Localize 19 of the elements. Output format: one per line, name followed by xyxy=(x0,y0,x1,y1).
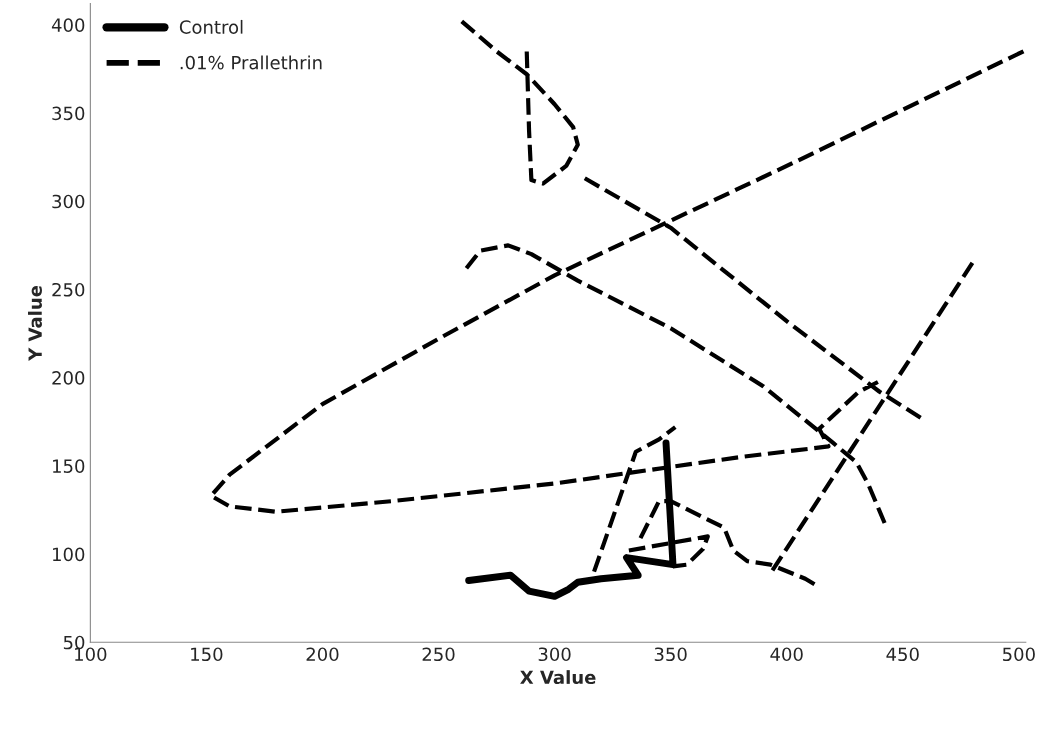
y-tick-label: 100 xyxy=(53,547,85,562)
y-tick-label: 400 xyxy=(51,18,85,32)
y-tick-label: 200 xyxy=(52,371,85,385)
legend-label: .01% Prallethrin xyxy=(180,55,322,70)
x-tick-label: 450 xyxy=(886,647,919,662)
x-tick-label: 200 xyxy=(306,647,339,662)
x-tick-label: 500 xyxy=(1002,647,1035,662)
x-axis-title: X Value xyxy=(520,670,596,685)
legend-label: Control xyxy=(179,19,243,34)
x-tick-label: 300 xyxy=(538,647,571,662)
y-tick-label: 350 xyxy=(52,106,85,121)
y-tick-label: 250 xyxy=(52,282,85,297)
x-tick-label: 350 xyxy=(654,647,687,662)
x-tick-label: 250 xyxy=(422,647,455,662)
y-tick-label: 150 xyxy=(53,459,85,473)
x-tick-label: 400 xyxy=(770,647,803,662)
x-tick-label: 150 xyxy=(191,647,223,662)
y-tick-label: 300 xyxy=(52,194,85,209)
y-axis-title: Y Value xyxy=(28,285,42,362)
